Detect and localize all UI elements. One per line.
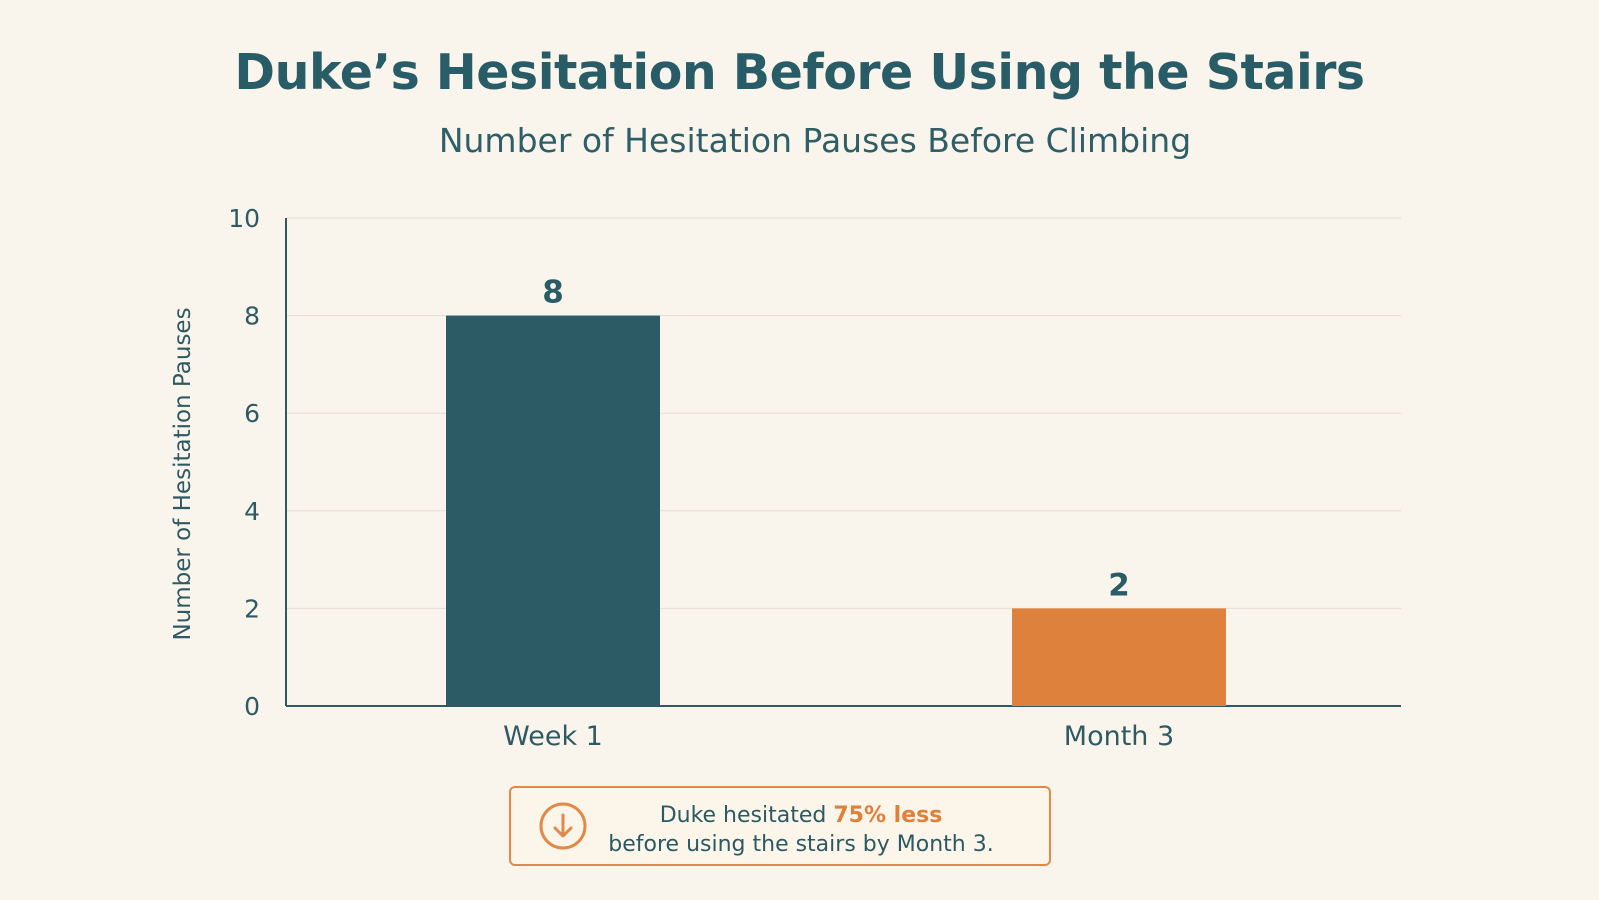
y-tick-label: 10 [228, 204, 260, 233]
summary-callout: Duke hesitated 75% less before using the… [509, 786, 1051, 866]
data-label: 2 [1108, 567, 1130, 603]
x-tick-label: Month 3 [1064, 721, 1174, 752]
bar-week-1 [446, 315, 660, 706]
y-tick-label: 8 [244, 302, 260, 331]
x-tick-label: Week 1 [503, 721, 603, 752]
chart-subtitle: Number of Hesitation Pauses Before Climb… [438, 121, 1192, 160]
y-tick-label: 4 [244, 497, 260, 526]
chart-title: Duke’s Hesitation Before Using the Stair… [234, 44, 1365, 101]
y-tick-label: 2 [244, 594, 260, 623]
data-label: 8 [542, 275, 564, 311]
callout-highlight: 75% less [833, 803, 943, 828]
y-tick-label: 0 [244, 692, 260, 721]
callout-text: Duke hesitated 75% less before using the… [601, 801, 1001, 859]
y-axis-label: Number of Hesitation Pauses [170, 307, 196, 640]
callout-prefix: Duke hesitated [659, 803, 834, 828]
callout-line-1: Duke hesitated 75% less [601, 801, 1001, 830]
y-tick-label: 6 [244, 399, 260, 428]
down-arrow-circle-icon [539, 802, 587, 850]
callout-line-2: before using the stairs by Month 3. [608, 832, 994, 857]
bar-month-3 [1012, 608, 1226, 706]
